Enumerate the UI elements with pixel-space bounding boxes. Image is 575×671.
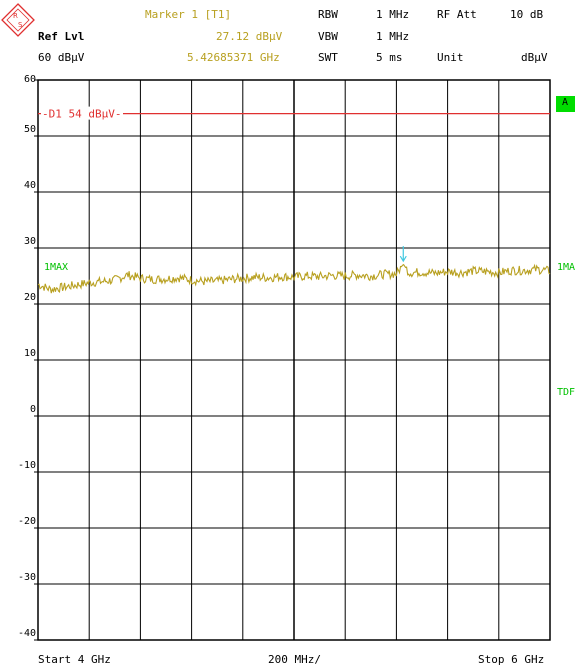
ref-lvl-value: 60 dBμV bbox=[38, 51, 85, 64]
plot-grid bbox=[34, 79, 551, 641]
display-line-label: -D1 54 dBμV- bbox=[42, 108, 121, 121]
unit-label: Unit bbox=[437, 51, 464, 64]
span-per-division: 200 MHz/ bbox=[268, 653, 321, 666]
y-tick-label: 0 bbox=[29, 404, 36, 415]
swt-label: SWT bbox=[318, 51, 338, 64]
y-tick-label: 40 bbox=[23, 180, 36, 191]
y-tick-label: -10 bbox=[17, 460, 36, 471]
svg-text:R: R bbox=[13, 12, 18, 20]
display-line-label-bg bbox=[41, 106, 123, 120]
trace-label-right: 1MA bbox=[557, 262, 575, 273]
y-tick-label: 10 bbox=[23, 348, 36, 359]
y-tick-label: 50 bbox=[23, 124, 36, 135]
ref-lvl-label: Ref Lvl bbox=[38, 30, 85, 43]
plot-content: -D1 54 dBμV- bbox=[37, 106, 551, 294]
marker-1 bbox=[399, 246, 407, 263]
y-tick-label: 60 bbox=[23, 74, 36, 85]
rf-att-label: RF Att bbox=[437, 8, 477, 21]
y-tick-label: 20 bbox=[23, 292, 36, 303]
svg-text:S: S bbox=[18, 21, 23, 29]
rbw-value: 1 MHz bbox=[376, 8, 410, 21]
a-indicator-box bbox=[556, 96, 575, 112]
rbw-label: RBW bbox=[318, 8, 338, 21]
unit-value: dBμV bbox=[521, 51, 548, 64]
trace-label-left: 1MAX bbox=[44, 262, 69, 273]
vbw-value: 1 MHz bbox=[376, 30, 410, 43]
tdf-label: TDF bbox=[557, 387, 575, 398]
stop-frequency: Stop 6 GHz bbox=[478, 653, 545, 666]
y-tick-label: -20 bbox=[17, 516, 36, 527]
marker-title: Marker 1 [T1] bbox=[145, 8, 232, 21]
rohde-schwarz-logo: R S bbox=[1, 3, 35, 37]
y-tick-label: 30 bbox=[23, 236, 36, 247]
a-indicator-label: A bbox=[562, 97, 569, 108]
vbw-label: VBW bbox=[318, 30, 338, 43]
y-tick-label: -30 bbox=[17, 572, 36, 583]
marker-frequency: 5.42685371 GHz bbox=[187, 51, 280, 64]
start-frequency: Start 4 GHz bbox=[38, 653, 111, 666]
swt-value: 5 ms bbox=[376, 51, 403, 64]
y-tick-label: -40 bbox=[17, 628, 36, 639]
rf-att-value: 10 dB bbox=[510, 8, 544, 21]
marker-level: 27.12 dBμV bbox=[216, 30, 283, 43]
trace-1-max bbox=[37, 263, 551, 294]
